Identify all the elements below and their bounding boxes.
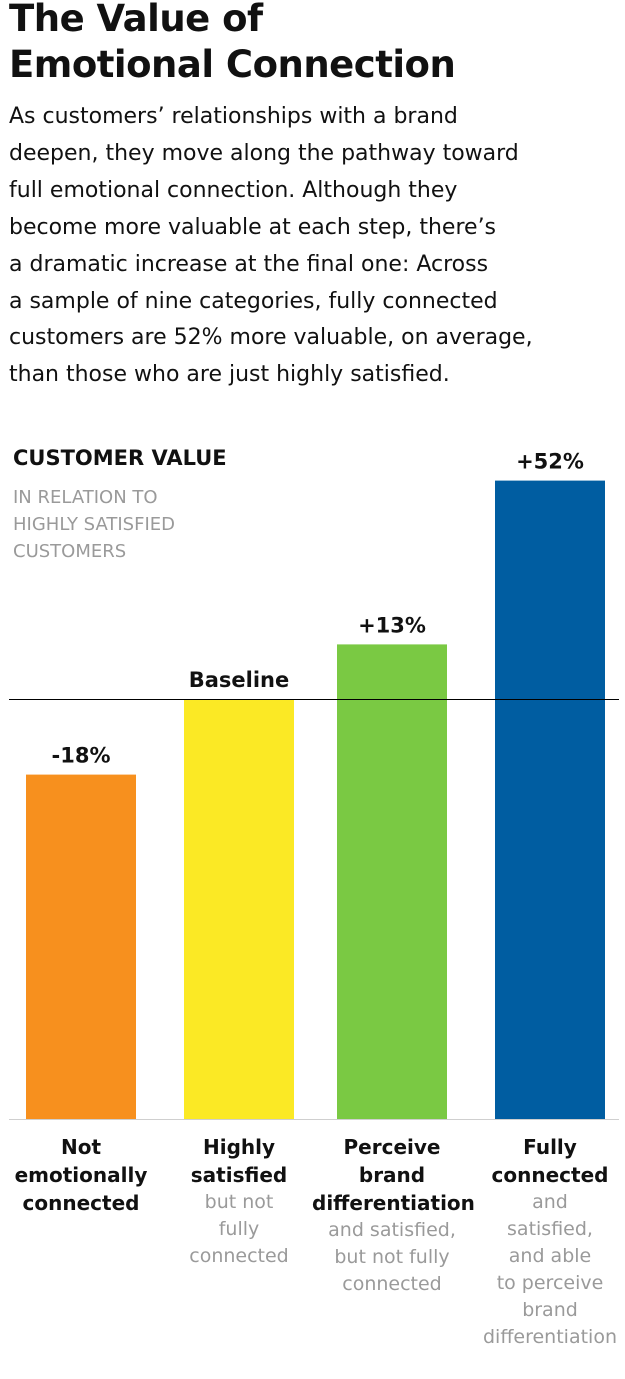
data-label: -18% bbox=[52, 744, 111, 768]
description-line: deepen, they move along the pathway towa… bbox=[9, 140, 519, 166]
category-name-line: connected bbox=[22, 1191, 140, 1215]
category-description: and satisfied, but not fully connected bbox=[312, 1217, 472, 1298]
category-description-line: brand bbox=[522, 1299, 578, 1321]
y-axis-subtitle: IN RELATION TO HIGHLY SATISFIED CUSTOMER… bbox=[13, 484, 175, 565]
bar bbox=[26, 774, 136, 1119]
category-label: Fully connected and satisfied, and able to pe… bbox=[470, 1133, 625, 1351]
category-description-line: but not bbox=[204, 1191, 274, 1213]
chart-title: The Value of Emotional Connection bbox=[9, 0, 609, 88]
category-description-line: connected bbox=[189, 1245, 289, 1267]
title-line: Emotional Connection bbox=[9, 43, 456, 86]
data-label: +52% bbox=[516, 450, 584, 474]
title-line: The Value of bbox=[9, 0, 263, 40]
bar bbox=[337, 644, 447, 1119]
category-name-line: emotionally bbox=[14, 1163, 148, 1187]
description-line: customers are 52% more valuable, on aver… bbox=[9, 325, 533, 351]
category-description: and satisfied, and able to perceive brand dif… bbox=[470, 1189, 625, 1351]
data-label: Baseline bbox=[189, 668, 290, 692]
category-name-line: differentiation bbox=[312, 1191, 475, 1215]
description-line: a dramatic increase at the final one: Ac… bbox=[9, 251, 489, 277]
category-description-line: fully bbox=[218, 1218, 260, 1240]
category-name-line: Highly bbox=[202, 1135, 276, 1159]
description-line: a sample of nine categories, fully conne… bbox=[9, 288, 498, 314]
category-description-line: and able bbox=[508, 1245, 592, 1267]
category-name-line: Fully bbox=[523, 1135, 577, 1159]
category-description-line: but not fully bbox=[334, 1246, 450, 1268]
bar bbox=[495, 480, 605, 1120]
description-line: full emotional connection. Although they bbox=[9, 177, 458, 203]
category-description-line: satisfied, bbox=[507, 1218, 593, 1240]
category-name-line: brand bbox=[358, 1163, 426, 1187]
category-name-line: satisfied bbox=[190, 1163, 288, 1187]
category-name-line: connected bbox=[491, 1163, 609, 1187]
y-axis-subtitle-line: CUSTOMERS bbox=[13, 541, 127, 562]
bar bbox=[184, 699, 294, 1119]
category-name: Perceive brand differentiation bbox=[312, 1133, 475, 1217]
category-name: Fully connected bbox=[470, 1133, 625, 1189]
description-line: become more valuable at each step, there… bbox=[9, 214, 497, 240]
description-line: than those who are just highly satisfied… bbox=[9, 362, 450, 388]
data-label: +13% bbox=[358, 613, 426, 637]
category-description-line: connected bbox=[342, 1273, 442, 1295]
y-axis-title: CUSTOMER VALUE bbox=[13, 446, 227, 470]
category-name-line: Perceive bbox=[343, 1135, 441, 1159]
y-axis-subtitle-line: IN RELATION TO bbox=[13, 487, 158, 508]
category-label: Not emotionally connected bbox=[1, 1133, 161, 1217]
category-label: Perceive brand differentiation and satisfie… bbox=[312, 1133, 475, 1298]
category-description-line: to perceive bbox=[496, 1272, 604, 1294]
category-name-line: Not bbox=[60, 1135, 102, 1159]
category-label: Highly satisfied but not fully connected bbox=[159, 1133, 319, 1270]
chart-description: As customers’ relationships with a brand… bbox=[9, 99, 621, 394]
category-description-line: differentiation bbox=[482, 1326, 617, 1348]
category-name: Highly satisfied bbox=[159, 1133, 319, 1189]
category-description-line: and bbox=[532, 1191, 568, 1213]
description-line: As customers’ relationships with a brand bbox=[9, 104, 458, 129]
y-axis-subtitle-line: HIGHLY SATISFIED bbox=[13, 514, 175, 535]
category-description: but not fully connected bbox=[159, 1189, 319, 1270]
category-name: Not emotionally connected bbox=[1, 1133, 161, 1217]
category-description-line: and satisfied, bbox=[328, 1219, 456, 1241]
